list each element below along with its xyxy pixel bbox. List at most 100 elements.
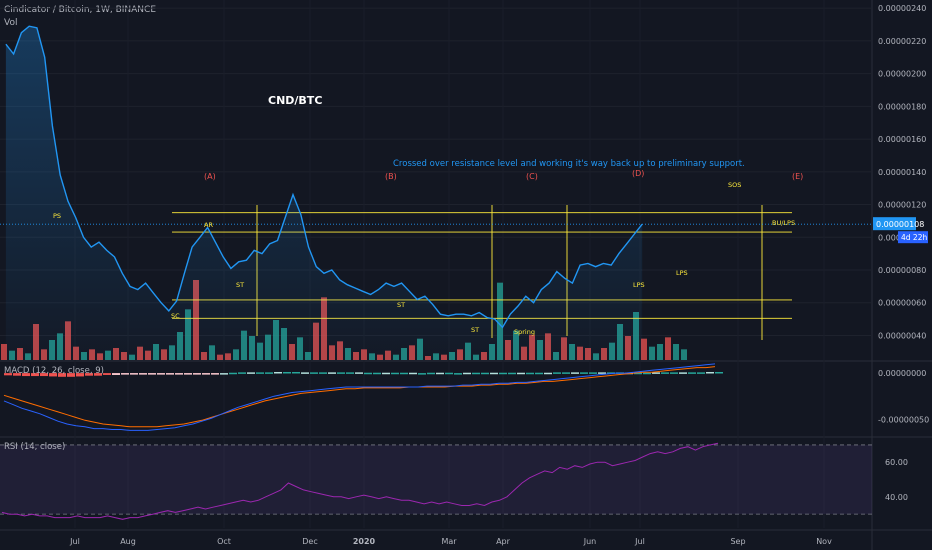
- event-label: PS: [53, 212, 61, 220]
- macd-histogram-bar: [544, 372, 552, 375]
- volume-bar: [665, 337, 671, 360]
- phase-label: (E): [792, 172, 803, 181]
- macd-histogram-bar: [247, 372, 255, 374]
- macd-histogram-bar: [706, 371, 714, 374]
- macd-histogram-bar: [670, 372, 678, 374]
- macd-histogram-bar: [652, 372, 660, 374]
- macd-histogram-bar: [337, 372, 345, 374]
- phase-label: (A): [204, 172, 216, 181]
- macd-histogram-bar: [508, 372, 516, 375]
- macd-histogram-bar: [103, 373, 111, 375]
- phase-label: (C): [526, 172, 538, 181]
- chart-labels: CND/BTC Crossed over resistance level and…: [4, 94, 803, 452]
- price-series: [0, 25, 872, 360]
- macd-histogram-bar: [166, 373, 174, 375]
- macd-histogram-bar: [445, 372, 453, 375]
- macd-histogram-bar: [517, 372, 525, 375]
- macd-histogram-bar: [571, 372, 579, 374]
- event-label: SOS: [728, 181, 741, 189]
- macd-histogram-bar: [472, 372, 480, 375]
- phase-label: (D): [632, 169, 644, 178]
- event-label: ST: [397, 301, 405, 309]
- time-tick-label: Nov: [816, 537, 832, 546]
- phase-label: (B): [385, 172, 397, 181]
- symbol-title: CND/BTC: [268, 94, 322, 107]
- macd-histogram-bar: [454, 373, 462, 375]
- event-label: LPS: [633, 281, 645, 289]
- macd-histogram-bar: [562, 372, 570, 374]
- macd-histogram-bar: [553, 372, 561, 374]
- macd-histogram-bar: [409, 372, 417, 375]
- macd-histogram-bar: [436, 372, 444, 375]
- macd-histogram-bar: [715, 371, 723, 374]
- macd-histogram-bar: [13, 373, 21, 376]
- macd-histogram-bar: [112, 373, 120, 375]
- price-tick-label: 0.00000200: [878, 70, 926, 79]
- macd-histogram-bar: [382, 372, 390, 375]
- volume-bar: [657, 344, 663, 360]
- macd-histogram-bar: [634, 372, 642, 375]
- macd-histogram-bar: [373, 372, 381, 375]
- macd-histogram-bar: [481, 372, 489, 375]
- price-tick-label: 0.00000160: [878, 135, 926, 144]
- macd-histogram-bar: [301, 372, 309, 374]
- macd-histogram-bar: [121, 373, 129, 375]
- price-axis: 0.00000240 0.00000220 0.00000200 0.00000180…: [69, 4, 929, 546]
- price-tick-label: 0.00000140: [878, 168, 926, 177]
- macd-histogram-bar: [427, 372, 435, 375]
- volume-legend-label: Vol: [4, 18, 18, 28]
- macd-histogram-bar: [40, 373, 48, 377]
- macd-legend-label: MACD (12, 26, close, 9): [4, 366, 104, 376]
- event-label: BU/LPS: [772, 219, 795, 227]
- macd-histogram-bar: [157, 373, 165, 375]
- macd-histogram-bar: [346, 372, 354, 374]
- macd-histogram-bar: [328, 372, 336, 374]
- macd-histogram-bar: [67, 373, 75, 377]
- event-label: SC: [171, 312, 180, 320]
- macd-histogram-bar: [265, 372, 273, 374]
- macd-histogram-bar: [256, 372, 264, 374]
- time-tick-label: Jul: [69, 537, 80, 546]
- macd-tick-label: 0.00000000: [878, 369, 926, 378]
- time-tick-label: Aug: [120, 537, 136, 546]
- volume-bar: [673, 344, 679, 360]
- macd-histogram-bar: [76, 373, 84, 377]
- volume-bar: [681, 349, 687, 360]
- rsi-tick-label: 40.00: [885, 493, 908, 502]
- volume-bar: [497, 282, 503, 360]
- time-tick-label: Mar: [441, 537, 457, 546]
- volume-bar: [1, 344, 7, 360]
- rsi-tick-label: 60.00: [885, 458, 908, 467]
- chart-title: Cindicator / Bitcoin, 1W, BINANCE: [4, 5, 157, 15]
- countdown-tag: [898, 231, 928, 244]
- macd-histogram-bar: [94, 373, 102, 376]
- price-tick-label: 0.00000040: [878, 331, 926, 340]
- macd-histogram-bar: [697, 372, 705, 374]
- macd-histogram-bar: [175, 373, 183, 375]
- price-tick-label: 0.00000080: [878, 266, 926, 275]
- macd-histogram-bar: [292, 371, 300, 374]
- macd-histogram-bar: [85, 373, 93, 376]
- rsi-pane-bg: [0, 438, 872, 528]
- rsi-pane: [0, 442, 872, 520]
- macd-histogram-bar: [220, 373, 228, 375]
- volume-bar: [641, 338, 647, 360]
- macd-histogram-bar: [184, 373, 192, 375]
- price-line: [5, 25, 643, 329]
- macd-histogram-bar: [58, 373, 66, 377]
- macd-histogram-bar: [319, 372, 327, 374]
- macd-histogram-bar: [364, 372, 372, 375]
- macd-signal-line: [3, 366, 716, 428]
- macd-histogram-bar: [139, 373, 147, 375]
- macd-histogram-bar: [310, 372, 318, 374]
- macd-histogram-bar: [49, 373, 57, 377]
- macd-histogram-bar: [22, 373, 30, 377]
- price-tick-label: 0.00000060: [878, 299, 926, 308]
- macd-histogram-bar: [526, 372, 534, 375]
- macd-histogram-bar: [391, 372, 399, 375]
- price-tick-label: 0.00000180: [878, 102, 926, 111]
- macd-histogram-bar: [679, 372, 687, 374]
- countdown-label: 4d 22h: [901, 233, 927, 242]
